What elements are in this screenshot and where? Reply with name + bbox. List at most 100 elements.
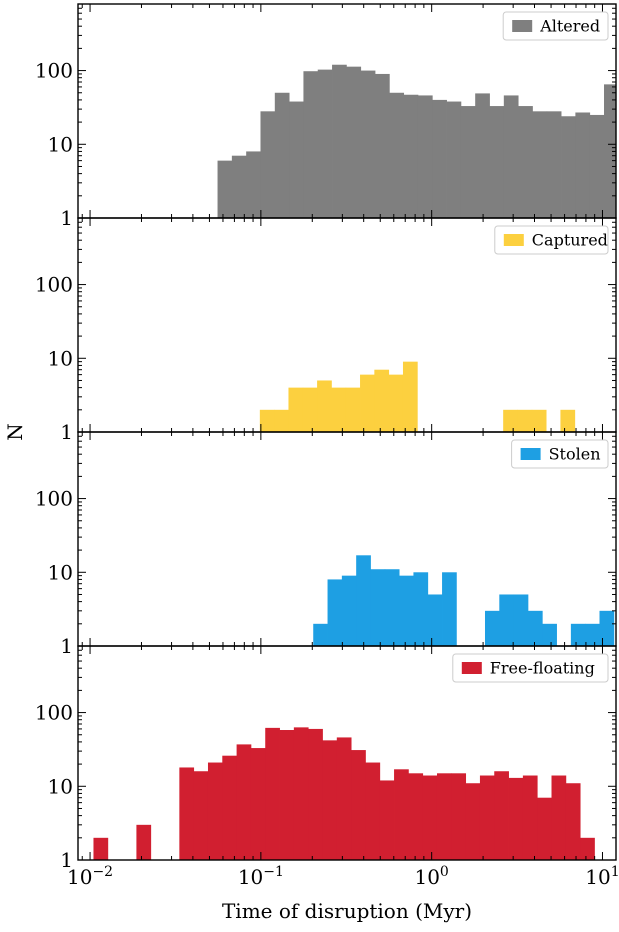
bar xyxy=(332,64,347,218)
bar xyxy=(379,780,395,860)
legend-swatch xyxy=(512,20,533,32)
bar xyxy=(479,775,495,860)
bar xyxy=(513,594,529,646)
bar xyxy=(604,84,617,218)
bar xyxy=(231,155,247,218)
legend-captured: Captured xyxy=(494,225,609,255)
bar xyxy=(408,773,424,860)
bar xyxy=(442,572,457,646)
bar xyxy=(388,374,404,432)
bar xyxy=(374,73,390,218)
y-tick-label: 10 xyxy=(48,774,73,798)
bar xyxy=(365,762,381,860)
bar xyxy=(289,101,304,218)
bar xyxy=(356,555,371,646)
bar xyxy=(346,66,362,218)
bar xyxy=(517,409,533,432)
bar xyxy=(93,837,109,860)
bar xyxy=(341,575,357,646)
bar xyxy=(207,762,223,860)
bar xyxy=(585,623,600,646)
bar xyxy=(360,374,375,432)
bar xyxy=(308,728,323,860)
bar xyxy=(293,727,309,860)
bar xyxy=(217,160,233,218)
legend-label: Stolen xyxy=(549,445,601,464)
bar xyxy=(465,783,481,860)
bar xyxy=(260,111,276,218)
bar xyxy=(580,837,595,860)
y-tick-label: 100 xyxy=(35,701,73,725)
bar xyxy=(274,409,289,432)
bar xyxy=(499,594,515,646)
bar xyxy=(313,623,328,646)
bar xyxy=(384,569,400,646)
bar xyxy=(503,409,518,432)
legend-label: Captured xyxy=(532,231,608,250)
bar xyxy=(402,361,418,432)
y-tick-label: 100 xyxy=(35,273,73,297)
y-tick-label: 1 xyxy=(60,848,73,872)
bar xyxy=(327,579,343,646)
bar xyxy=(193,771,209,860)
legend-box xyxy=(452,653,609,683)
bar xyxy=(374,369,390,432)
y-tick-label: 10 xyxy=(48,560,73,584)
bar xyxy=(394,769,409,860)
bar xyxy=(484,610,500,646)
y-axis-title: N xyxy=(3,423,27,441)
panel-captured: 1 10 100 Captured xyxy=(35,217,617,444)
bar xyxy=(489,106,505,218)
bar xyxy=(222,755,238,860)
bar xyxy=(279,730,295,860)
bar xyxy=(475,93,490,218)
y-tick-label: 100 xyxy=(35,59,73,83)
y-tick-label: 1 xyxy=(60,420,73,444)
bar xyxy=(370,569,386,646)
bar xyxy=(565,783,581,860)
bar xyxy=(288,387,304,432)
bar xyxy=(451,773,467,860)
bar xyxy=(551,775,567,860)
panel-altered: 1 10 100 Altered xyxy=(35,3,617,230)
panel-frame xyxy=(77,645,617,861)
bar xyxy=(179,767,195,860)
bar xyxy=(417,95,433,218)
x-axis-tick-labels: 10−2 10−1 100 101 xyxy=(67,864,619,889)
bar xyxy=(561,116,576,218)
bar xyxy=(518,106,533,218)
bar xyxy=(575,112,591,218)
bar xyxy=(317,69,333,218)
bar xyxy=(546,111,562,218)
x-axis-title: Time of disruption (Myr) xyxy=(222,899,472,923)
histogram-panels: 110100Altered110100Captured110100Stolen1… xyxy=(35,3,617,872)
bar xyxy=(303,71,319,218)
bar xyxy=(302,387,318,432)
y-tick-label: 10 xyxy=(48,132,73,156)
bar xyxy=(265,727,280,860)
legend-stolen: Stolen xyxy=(511,439,609,469)
y-tick-label: 100 xyxy=(35,487,73,511)
bar xyxy=(531,409,547,432)
bar xyxy=(317,380,332,432)
bar xyxy=(274,92,290,218)
bar xyxy=(413,572,429,646)
bar xyxy=(532,111,548,218)
legend-swatch xyxy=(520,448,541,460)
bar xyxy=(432,99,447,218)
bar xyxy=(351,750,366,860)
legend-label: Altered xyxy=(539,17,600,36)
legend-swatch xyxy=(461,662,482,674)
bar xyxy=(345,387,361,432)
bar xyxy=(427,594,443,646)
bar xyxy=(508,777,524,860)
bar xyxy=(389,92,405,218)
bar xyxy=(259,409,275,432)
bar xyxy=(246,151,261,218)
bar xyxy=(527,610,543,646)
bar xyxy=(589,114,605,218)
legend-swatch xyxy=(503,234,524,246)
legend-box xyxy=(494,225,609,255)
bar xyxy=(460,106,476,218)
x-tick-label: 101 xyxy=(585,864,619,889)
